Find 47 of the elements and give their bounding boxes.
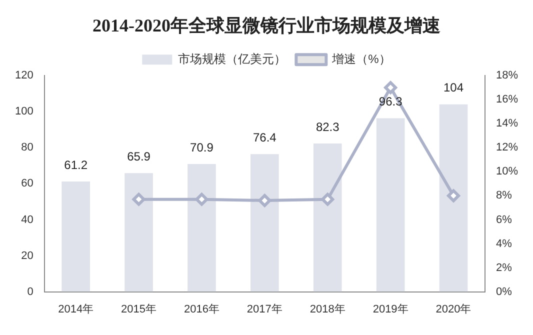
x-tick-label: 2014年 — [58, 303, 94, 316]
y-tick-label: 100 — [14, 106, 34, 118]
y-tick-label: 60 — [21, 178, 34, 190]
chart-title: 2014-2020年全球显微镜行业市场规模及增速 — [92, 15, 440, 36]
x-tick-label: 2015年 — [121, 303, 157, 316]
y2-tick-label: 6% — [496, 214, 512, 226]
bar — [250, 154, 279, 292]
data-label: 76.4 — [252, 130, 277, 144]
point — [447, 189, 460, 202]
y-tick-label: 20 — [21, 250, 34, 262]
data-label: 61.2 — [64, 158, 88, 172]
y2-tick-label: 0% — [496, 286, 512, 298]
point — [384, 81, 398, 94]
point — [132, 192, 146, 206]
x-tick-label: 2019年 — [372, 303, 408, 316]
y2-tick-label: 16% — [496, 94, 518, 106]
legend-label: 市场规模（亿美元） — [178, 52, 286, 66]
y2-tick-label: 18% — [496, 70, 518, 82]
x-tick-label: 2017年 — [246, 303, 282, 316]
bar — [376, 118, 405, 292]
data-label: 96.3 — [378, 94, 403, 109]
y-tick-label: 120 — [14, 70, 34, 82]
y-tick-label: 40 — [21, 214, 34, 226]
y2-tick-label: 8% — [496, 190, 512, 202]
y2-tick-label: 2% — [496, 262, 512, 274]
bar — [188, 164, 216, 292]
legend-label: 增速（%） — [331, 52, 391, 66]
y-tick-label: 0 — [27, 286, 34, 298]
point — [195, 192, 208, 206]
y2-tick-label: 10% — [496, 166, 518, 178]
y-tick-label: 80 — [21, 142, 34, 154]
bar — [124, 173, 153, 292]
y2-tick-label: 12% — [496, 142, 518, 154]
y2-tick-label: 14% — [496, 118, 518, 130]
bar — [439, 104, 468, 292]
x-tick-label: 2016年 — [184, 303, 220, 316]
x-tick-label: 2018年 — [310, 303, 346, 316]
bar — [313, 144, 342, 292]
data-label: 65.9 — [127, 149, 151, 164]
data-label: 82.3 — [316, 120, 340, 134]
point — [258, 194, 272, 208]
y2-tick-label: 4% — [496, 238, 512, 250]
point — [321, 192, 334, 206]
data-label: 70.9 — [190, 140, 214, 154]
x-tick-label: 2020年 — [436, 303, 472, 316]
data-label: 104 — [443, 80, 464, 95]
bar — [62, 182, 90, 292]
